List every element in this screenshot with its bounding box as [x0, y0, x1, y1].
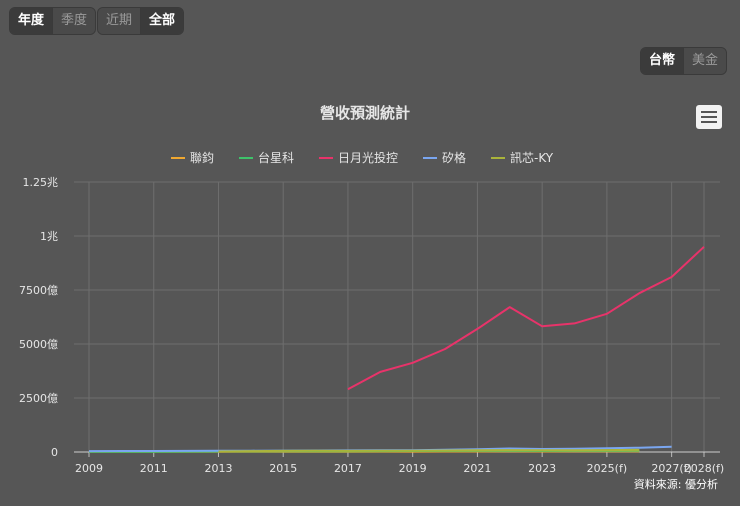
x-tick-label: 2019: [399, 462, 427, 475]
hamburger-menu-icon[interactable]: [696, 105, 722, 129]
period-tabs-left: 年度 季度: [9, 7, 97, 35]
legend-item-label: 矽格: [442, 150, 466, 165]
legend-item-label: 台星科: [258, 150, 294, 165]
x-tick-label: 2023: [528, 462, 556, 475]
x-tick-label: 2021: [463, 462, 491, 475]
y-tick-label: 2500億: [19, 392, 58, 405]
x-tick-label: 2025(f): [587, 462, 627, 475]
x-tick-label: 2011: [140, 462, 168, 475]
chart-series: [88, 246, 705, 453]
tab-usd[interactable]: 美金: [683, 48, 727, 74]
x-tick-label: 2015: [269, 462, 297, 475]
tab-twd[interactable]: 台幣: [641, 48, 684, 74]
series-line: [347, 246, 705, 391]
tab-annual[interactable]: 年度: [10, 8, 53, 34]
y-tick-label: 1.25兆: [23, 176, 59, 189]
legend-item-label: 聯鈞: [190, 150, 214, 165]
x-tick-label: 2017: [334, 462, 362, 475]
legend-item-label: 訊芯-KY: [510, 150, 554, 165]
tab-quarterly[interactable]: 季度: [52, 8, 96, 34]
series-line: [218, 448, 640, 453]
y-tick-label: 0: [51, 446, 58, 459]
tab-all[interactable]: 全部: [140, 8, 184, 34]
tab-recent[interactable]: 近期: [98, 8, 141, 34]
legend-item-label: 日月光投控: [338, 150, 398, 165]
chart-title: 營收預測統計: [320, 104, 410, 122]
y-tick-label: 7500億: [19, 284, 58, 297]
x-tick-label: 2009: [75, 462, 103, 475]
y-tick-label: 5000億: [19, 338, 58, 351]
chart-grid: [74, 181, 720, 453]
chart-legend: 聯鈞 台星科 日月光投控 矽格 訊芯-KY: [171, 150, 554, 165]
x-axis: 2009 2011 2013 2015 2017 2019 2021 2023 2025(f) 2…: [74, 451, 724, 475]
y-axis: 0 2500億 5000億 7500億 1兆 1.25兆: [19, 176, 58, 459]
source-credit: 資料來源: 優分析: [634, 477, 718, 491]
x-tick-label: 2013: [204, 462, 232, 475]
currency-tabs: 台幣 美金: [640, 47, 728, 75]
period-tabs-right: 近期 全部: [97, 7, 185, 35]
x-tick-label: 2028(f): [684, 462, 724, 475]
x-tick-label: 2027(f): [651, 462, 691, 475]
y-tick-label: 1兆: [40, 230, 58, 243]
